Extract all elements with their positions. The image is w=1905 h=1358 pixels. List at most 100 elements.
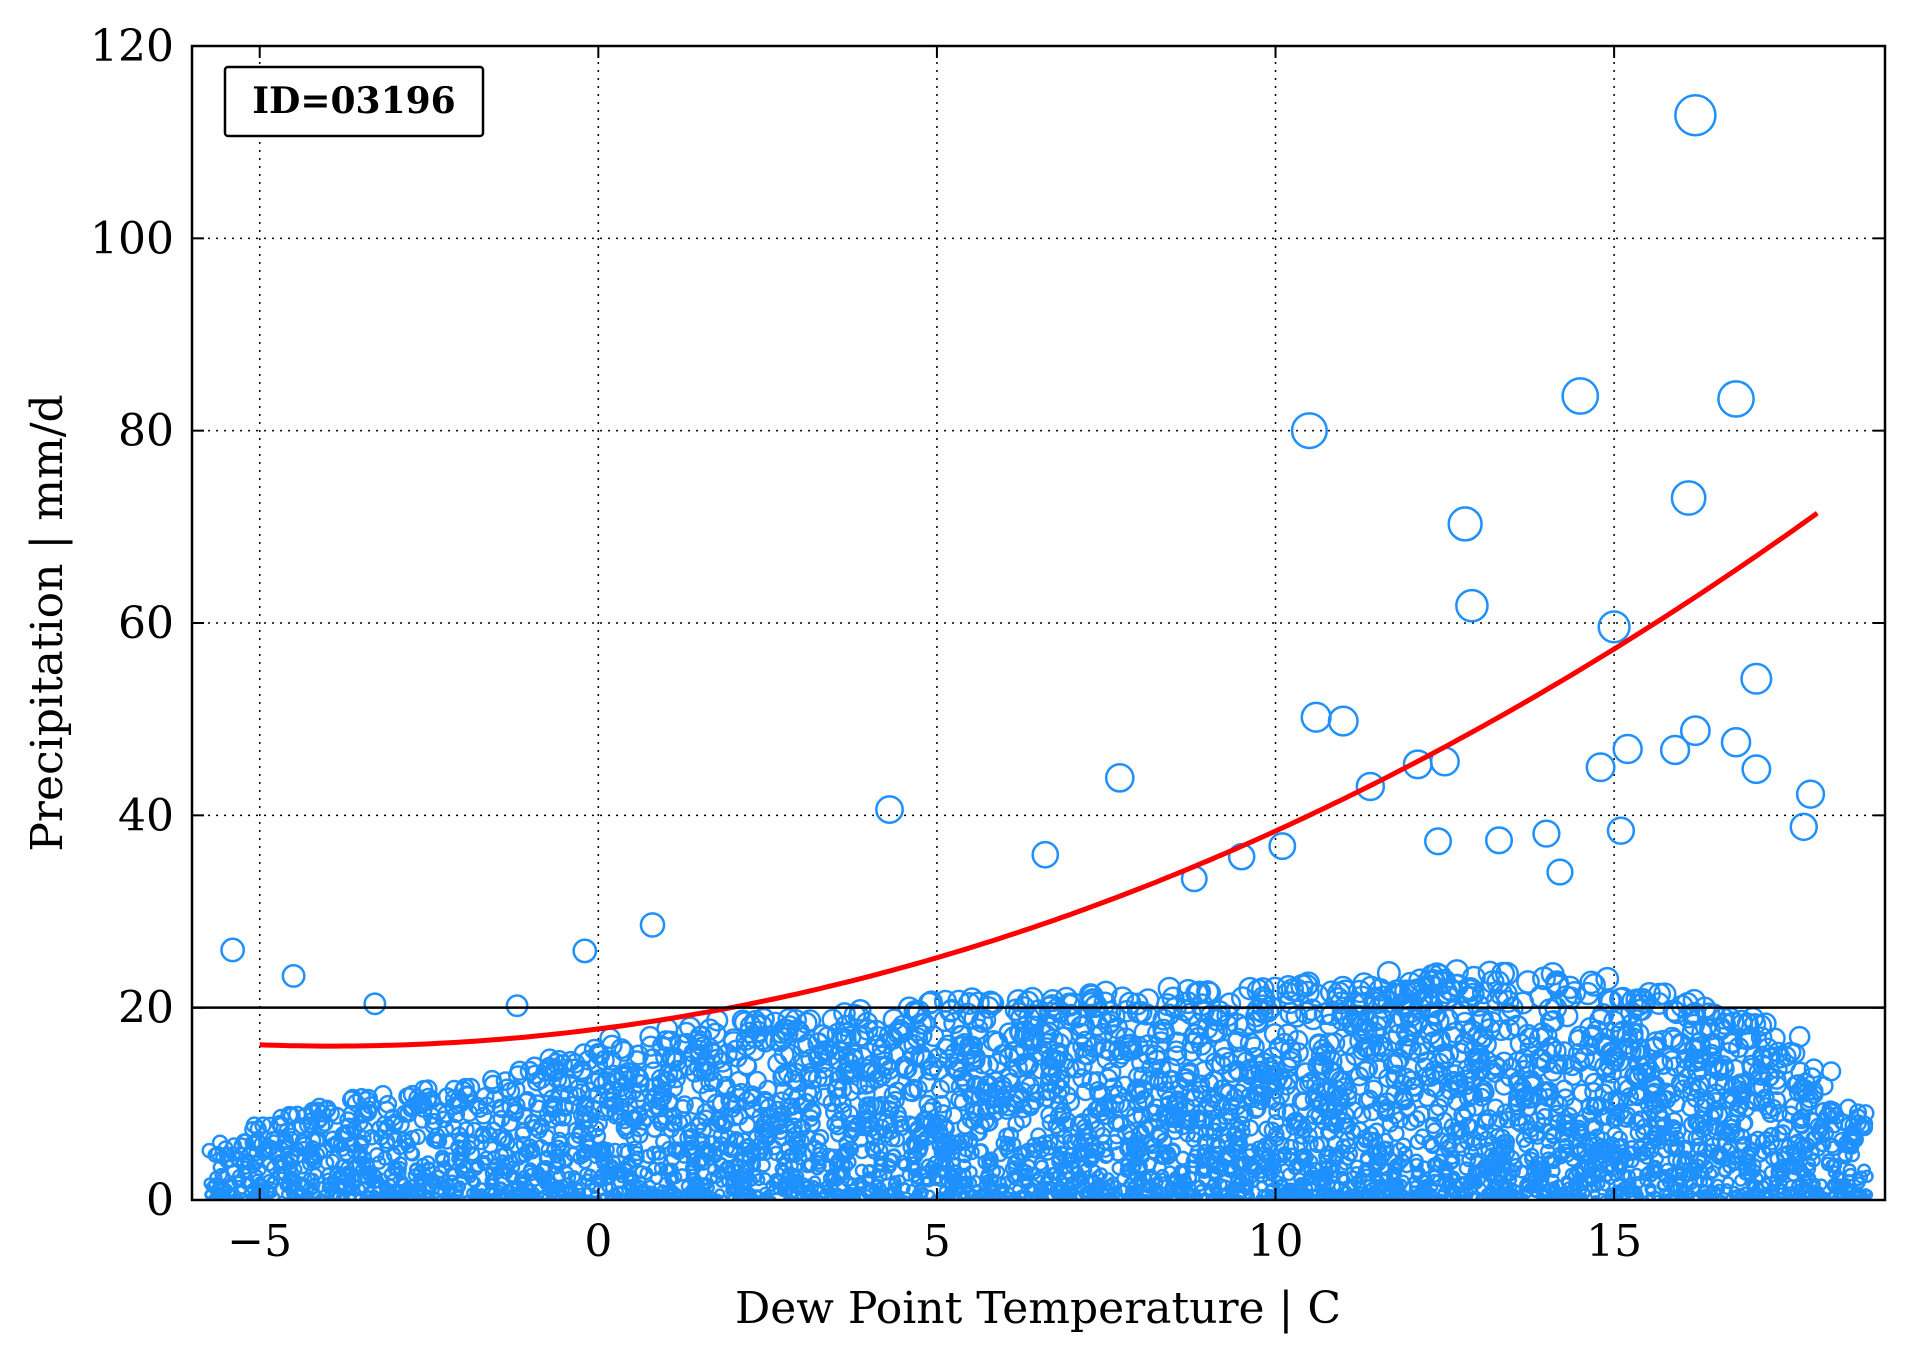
- data-point: [1153, 1021, 1176, 1044]
- data-point: [1709, 1016, 1732, 1039]
- data-point: [1726, 1150, 1742, 1166]
- data-point: [1451, 1000, 1475, 1024]
- data-point: [1597, 989, 1621, 1013]
- data-point: [1088, 1120, 1106, 1138]
- data-point: [1268, 1037, 1291, 1059]
- data-point: [475, 1087, 495, 1107]
- data-point: [790, 1139, 807, 1156]
- fit-curve-layer: [259, 511, 1819, 1049]
- data-point: [873, 1118, 891, 1136]
- data-point: [1016, 990, 1040, 1014]
- data-point: [564, 1183, 577, 1196]
- data-point: [1518, 1027, 1541, 1049]
- data-point: [1301, 1071, 1322, 1092]
- data-point: [951, 1035, 973, 1058]
- data-point: [1629, 1038, 1651, 1060]
- data-point: [626, 1110, 645, 1129]
- data-point: [1150, 1175, 1164, 1189]
- data-point: [1084, 993, 1108, 1017]
- data-point: [1372, 1175, 1386, 1188]
- data-point: [985, 1174, 999, 1188]
- data-point: [627, 1140, 644, 1157]
- data-point: [1151, 1187, 1164, 1199]
- data-point: [1579, 970, 1604, 995]
- data-point: [309, 1147, 326, 1163]
- data-point: [1156, 993, 1180, 1017]
- data-point: [1285, 1118, 1303, 1136]
- data-point: [1761, 1140, 1777, 1157]
- data-point: [1050, 1187, 1062, 1199]
- data-point: [1646, 1096, 1666, 1115]
- data-point: [1234, 1175, 1247, 1189]
- data-point: [1620, 1087, 1640, 1107]
- data-point: [1353, 1105, 1372, 1124]
- data-point: [1630, 1185, 1643, 1197]
- data-point: [712, 1127, 730, 1145]
- data-point: [1046, 1075, 1066, 1095]
- data-point: [1228, 1062, 1250, 1083]
- data-point: [1563, 1065, 1584, 1086]
- data-point: [545, 1061, 566, 1083]
- data-point: [1020, 1028, 1042, 1051]
- data-point: [1099, 1188, 1111, 1200]
- data-point: [1594, 1037, 1616, 1059]
- data-point: [1187, 1148, 1204, 1165]
- y-tick-label: 40: [118, 790, 174, 841]
- data-point: [1852, 1176, 1866, 1190]
- data-point: [1710, 1105, 1729, 1124]
- data-points: [201, 93, 1875, 1200]
- data-point: [812, 1158, 827, 1173]
- data-point: [1043, 1180, 1056, 1194]
- data-point: [615, 1185, 628, 1197]
- data-point: [305, 1184, 318, 1197]
- data-point: [1271, 1169, 1285, 1183]
- data-point: [515, 1175, 529, 1189]
- data-point: [1148, 1071, 1169, 1091]
- data-point: [1474, 1162, 1489, 1177]
- data-point: [1386, 1051, 1408, 1073]
- data-point: [1420, 963, 1445, 988]
- data-point: [948, 1052, 970, 1073]
- data-point: [1066, 1191, 1077, 1200]
- data-point: [572, 938, 598, 964]
- data-point: [833, 1193, 844, 1200]
- data-point: [1409, 1157, 1424, 1173]
- data-point: [1795, 779, 1826, 809]
- data-point: [1842, 1163, 1857, 1178]
- data-point: [1466, 1098, 1485, 1117]
- data-point: [241, 1145, 258, 1161]
- data-point: [912, 1139, 929, 1156]
- data-point: [1177, 1071, 1197, 1092]
- data-point: [1500, 1067, 1520, 1088]
- data-point: [1276, 1076, 1297, 1096]
- data-point: [978, 1054, 999, 1076]
- data-point: [858, 1191, 869, 1200]
- data-point: [1776, 1118, 1794, 1136]
- data-point: [1827, 1157, 1843, 1173]
- data-point: [1308, 1034, 1330, 1056]
- data-point: [1672, 1182, 1685, 1195]
- data-point: [1590, 1180, 1603, 1193]
- data-point: [240, 1155, 256, 1170]
- id-annotation: ID=03196: [252, 80, 455, 122]
- data-point: [1622, 1027, 1644, 1049]
- data-point: [1827, 1165, 1842, 1180]
- data-point: [497, 1078, 517, 1098]
- data-point: [814, 1066, 834, 1087]
- data-point: [1425, 1064, 1446, 1085]
- data-point: [1058, 1159, 1073, 1175]
- data-point: [1630, 987, 1654, 1011]
- data-point: [830, 1155, 846, 1171]
- data-point: [1546, 1164, 1561, 1179]
- data-point: [979, 990, 1003, 1014]
- data-point: [858, 1096, 877, 1115]
- data-point: [1197, 1124, 1215, 1142]
- data-point: [1065, 1160, 1080, 1176]
- data-point: [712, 1136, 730, 1153]
- data-point: [922, 1174, 936, 1188]
- data-point: [1844, 1116, 1862, 1135]
- data-point: [1665, 1111, 1684, 1130]
- data-point: [866, 1025, 889, 1048]
- data-point: [308, 1101, 328, 1120]
- data-point: [413, 1175, 427, 1189]
